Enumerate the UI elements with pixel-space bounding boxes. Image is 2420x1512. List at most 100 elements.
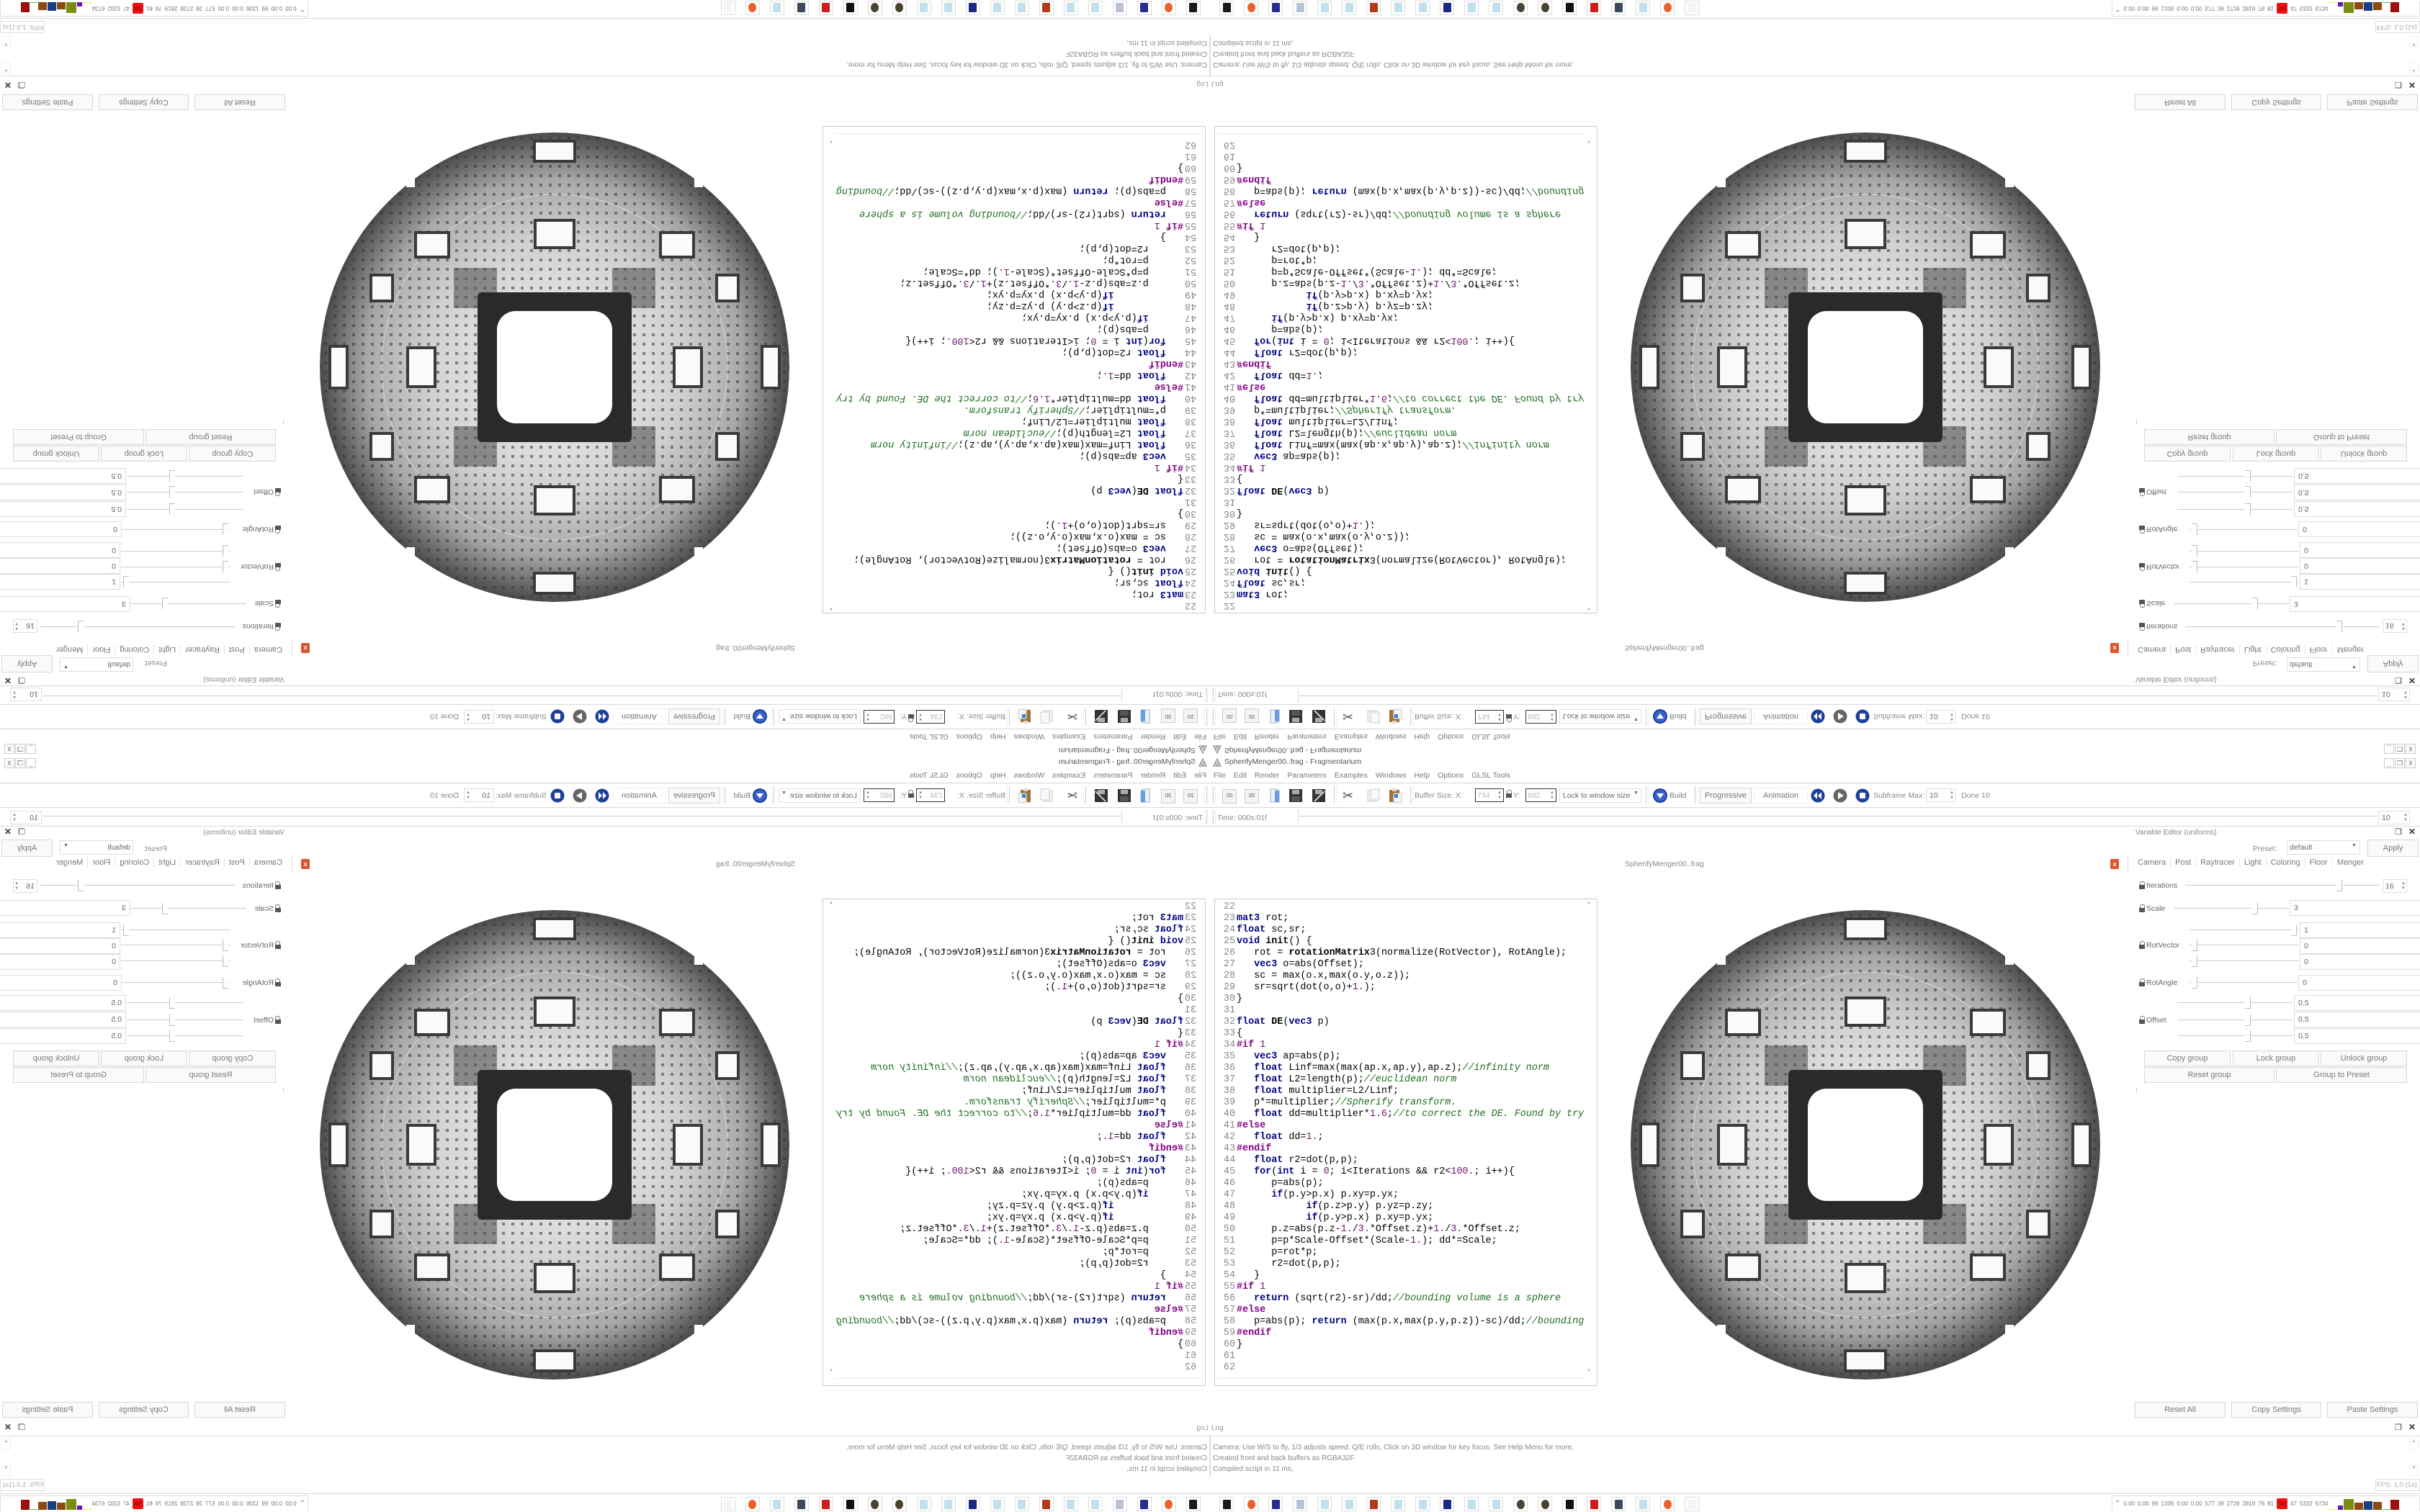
code-line[interactable]: 39 p*=multiplier;//Spherify transform. [1215, 1097, 1456, 1109]
scale-slider[interactable] [2174, 598, 2289, 609]
copy-icon[interactable] [1039, 708, 1054, 724]
code-line[interactable]: 40 float dd=multiplier*1.6;//to correct … [1215, 1109, 1584, 1120]
code-line[interactable]: 42 float dd=1.; [1215, 1132, 1324, 1143]
paste-settings-button[interactable]: Paste Settings [2327, 94, 2418, 110]
menu-edit[interactable]: Edit [1173, 771, 1187, 780]
menu-file[interactable]: File [1214, 732, 1226, 741]
fragmentarium-icon[interactable] [1685, 1, 1699, 15]
rotvector-x-input[interactable]: 1 [0, 574, 120, 590]
firefox-icon[interactable] [745, 1497, 760, 1511]
slider-handle[interactable] [2291, 924, 2297, 936]
code-line[interactable]: 48 if(p.z>p.y) p.yz=p.zy; [987, 300, 1205, 311]
notepad-icon[interactable] [1636, 1, 1650, 15]
lock-mode-select[interactable]: Lock to window size ▼ [1559, 788, 1641, 803]
rotvector-x-input[interactable]: 1 [2300, 574, 2420, 590]
preset-select[interactable]: default ▼ [60, 840, 133, 855]
code-line[interactable]: 22 [1183, 901, 1205, 913]
reset-group-button[interactable]: Reset group [145, 429, 276, 445]
slider-handle[interactable] [2252, 903, 2258, 914]
render-view-3d[interactable] [313, 871, 817, 1397]
code-line[interactable]: 62 [1183, 138, 1205, 150]
copy-group-button[interactable]: Copy group [2144, 446, 2231, 462]
code-line[interactable]: 57#else [1155, 196, 1205, 207]
slider-handle[interactable] [2336, 621, 2342, 632]
editor-tab[interactable]: SpherifyMenger00..frag [1625, 860, 1704, 868]
code-line[interactable]: 41#else [1155, 1120, 1205, 1132]
terminal-icon[interactable] [1186, 1, 1201, 15]
buffer-y-spinner[interactable]: ▲ ▼ [866, 791, 870, 800]
editor-horizontal-scrollbar[interactable] [1216, 1378, 1585, 1385]
close-icon[interactable]: X [4, 744, 14, 754]
code-line[interactable]: 27 vec3 o=abs(Offset); [1215, 541, 1364, 553]
bug-icon[interactable] [1366, 1, 1381, 15]
save-as-icon[interactable] [1311, 788, 1327, 804]
log-output[interactable]: Camera; Use W/S to fly, 1/3 adjusts spee… [1210, 35, 2420, 76]
iterations-slider[interactable] [2185, 621, 2380, 632]
reset-group-button[interactable]: Reset group [2144, 1067, 2275, 1083]
rotangle-input[interactable]: 0 [2298, 975, 2420, 991]
notepad-icon[interactable] [1464, 1497, 1479, 1511]
menu-glsl-tools[interactable]: GLSL Tools [910, 771, 949, 780]
group-to-preset-button[interactable]: Group to Preset [13, 429, 144, 445]
code-line[interactable]: 38 float multiplier=L2/Linf; [1021, 415, 1205, 426]
editor-vertical-scrollbar[interactable]: ▲ ▼ [829, 139, 833, 611]
lock-mode-select[interactable]: Lock to window size ▼ [779, 709, 861, 724]
animation-button[interactable]: Animation [612, 708, 666, 724]
tab-coloring[interactable]: Coloring [2266, 645, 2305, 654]
code-line[interactable]: 30} [1215, 507, 1242, 518]
scale-input[interactable]: 3 [2290, 596, 2420, 612]
menu-examples[interactable]: Examples [1052, 771, 1086, 780]
lock-group-button[interactable]: Lock group [2233, 446, 2319, 462]
code-line[interactable]: 45 for(int i = 0; i<Iterations && r2<100… [905, 1166, 1205, 1178]
offset-z-input[interactable]: 0.5 [2294, 1028, 2420, 1044]
offset-x-input[interactable]: 0.5 [2294, 995, 2420, 1011]
red-app-icon[interactable] [819, 1, 833, 15]
slider-handle[interactable] [223, 977, 228, 989]
monitor-icon[interactable] [1611, 1497, 1626, 1511]
paste-settings-button[interactable]: Paste Settings [2327, 1402, 2418, 1418]
rotvector-z-input[interactable]: 0 [0, 954, 120, 970]
code-line[interactable]: 55#if 1 [1155, 1282, 1205, 1293]
code-line[interactable]: 30} [1178, 507, 1205, 518]
paste-settings-button[interactable]: Paste Settings [2, 94, 93, 110]
slider-handle[interactable] [78, 621, 84, 632]
rotangle-slider[interactable] [122, 523, 230, 535]
lock-icon[interactable] [275, 600, 281, 608]
code-line[interactable]: 34#if 1 [1155, 461, 1205, 472]
render-view-3d[interactable] [1603, 115, 2107, 641]
log-scroll-up[interactable]: ▲ [1, 62, 11, 73]
group-to-preset-button[interactable]: Group to Preset [2276, 1067, 2407, 1083]
code-line[interactable]: 46 p=abs(p); [1215, 1178, 1324, 1189]
code-line[interactable]: 37 float L2=length(p);//euclidean norm [1215, 1074, 1456, 1086]
save-as-icon[interactable] [1311, 708, 1327, 724]
rotangle-slider[interactable] [122, 977, 230, 989]
code-line[interactable]: 28 sc = max(o.x,max(o.y,o.z)); [1215, 971, 1410, 982]
code-line[interactable]: 54 } [1215, 1270, 1260, 1282]
code-line[interactable]: 33{ [1215, 472, 1242, 484]
code-line[interactable]: 29 sr=sqrt(dot(o,o)+1.); [1044, 982, 1205, 994]
code-line[interactable]: 31 [1215, 495, 1237, 507]
code-line[interactable]: 26 rot = rotationMatrix3(normalize(RotVe… [853, 948, 1205, 959]
code-line[interactable]: 44 float r2=dot(p,p); [1215, 1155, 1358, 1166]
code-line[interactable]: 43#endif [1149, 1143, 1205, 1155]
iterations-spinner[interactable]: ▲ ▼ [2401, 621, 2406, 631]
apply-button[interactable]: Apply [1, 840, 53, 857]
editor-tab[interactable]: SpherifyMenger00..frag [716, 644, 795, 652]
code-line[interactable]: 58 p=abs(p); return (max(p.x,max(p.y,p.z… [1215, 1316, 1584, 1328]
editor-tab[interactable]: SpherifyMenger00..frag [1625, 644, 1704, 652]
mode-3d-button[interactable]: 3D [1245, 708, 1259, 723]
menu-parameters[interactable]: Parameters [1287, 732, 1327, 741]
offset-z-slider[interactable] [127, 470, 243, 482]
rewind-button[interactable] [595, 706, 609, 724]
floppy-64-icon[interactable] [1137, 1497, 1152, 1511]
build-button[interactable]: Build [1652, 788, 1686, 804]
lock-icon[interactable] [2139, 526, 2145, 534]
close-icon[interactable]: X [4, 758, 14, 768]
editor-vertical-scrollbar[interactable]: ▲ ▼ [829, 901, 833, 1373]
lock-group-button[interactable]: Lock group [101, 1050, 187, 1066]
unlock-group-button[interactable]: Unlock group [2321, 446, 2407, 462]
log-scroll-up[interactable]: ▲ [2409, 1439, 2419, 1450]
code-line[interactable]: 34#if 1 [1215, 461, 1265, 472]
